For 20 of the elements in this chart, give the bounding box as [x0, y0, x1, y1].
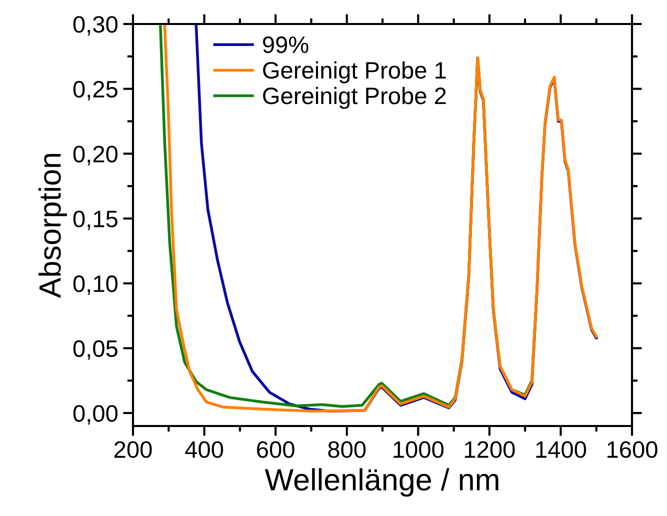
x-tick-label: 1000 [394, 441, 444, 458]
y-tick-label: 0,30 [73, 16, 118, 36]
legend-label: Gereinigt Probe 1 [263, 61, 446, 84]
legend-label: Gereinigt Probe 2 [263, 86, 446, 109]
x-tick-label: 1200 [464, 441, 515, 458]
y-tick-label: 0,10 [73, 275, 118, 295]
x-tick-label: 800 [328, 441, 366, 458]
y-tick-label: 0,20 [73, 146, 118, 166]
x-axis-title: Wellenlänge / nm [264, 468, 498, 497]
x-tick-label: 200 [114, 441, 152, 458]
y-axis-title: Absorption [38, 154, 67, 298]
x-tick-label: 600 [257, 441, 294, 458]
x-tick-label: 1600 [608, 441, 658, 458]
x-tick-label: 400 [185, 441, 224, 458]
y-tick-label: 0,25 [73, 80, 118, 100]
y-tick-label: 0,05 [73, 340, 118, 360]
y-tick-label: 0,15 [73, 210, 118, 230]
legend-label: 99% [262, 36, 308, 54]
y-tick-label: 0,00 [73, 405, 118, 425]
x-tick-label: 1400 [536, 441, 586, 458]
